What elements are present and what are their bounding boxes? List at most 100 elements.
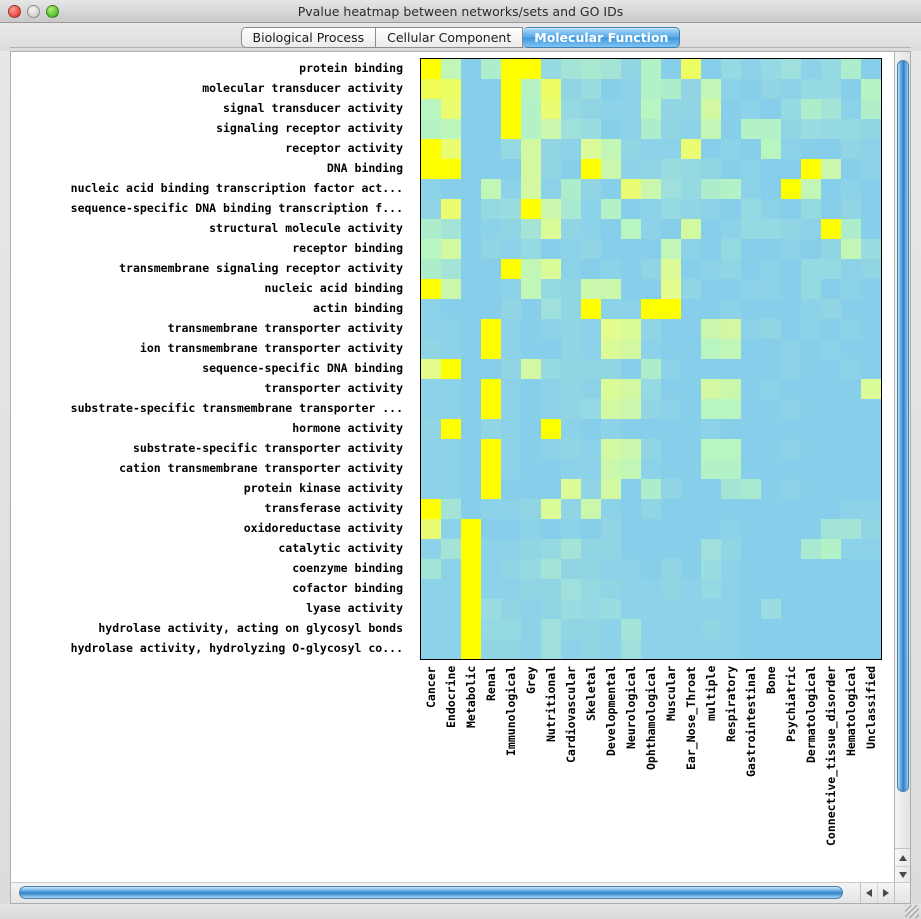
heatmap-cell[interactable] bbox=[741, 119, 761, 139]
heatmap-cell[interactable] bbox=[481, 339, 501, 359]
zoom-button[interactable] bbox=[46, 4, 59, 18]
heatmap-cell[interactable] bbox=[441, 159, 461, 179]
heatmap-cell[interactable] bbox=[681, 439, 701, 459]
heatmap-cell[interactable] bbox=[621, 579, 641, 599]
heatmap-cell[interactable] bbox=[601, 479, 621, 499]
heatmap-cell[interactable] bbox=[661, 119, 681, 139]
heatmap-cell[interactable] bbox=[521, 419, 541, 439]
heatmap-cell[interactable] bbox=[501, 559, 521, 579]
heatmap-cell[interactable] bbox=[461, 419, 481, 439]
heatmap-cell[interactable] bbox=[621, 99, 641, 119]
heatmap-cell[interactable] bbox=[621, 239, 641, 259]
heatmap-cell[interactable] bbox=[801, 119, 821, 139]
heatmap-cell[interactable] bbox=[541, 499, 561, 519]
heatmap-cell[interactable] bbox=[421, 519, 441, 539]
heatmap-cell[interactable] bbox=[561, 219, 581, 239]
heatmap-cell[interactable] bbox=[821, 339, 841, 359]
heatmap-cell[interactable] bbox=[681, 379, 701, 399]
heatmap-cell[interactable] bbox=[741, 319, 761, 339]
heatmap-cell[interactable] bbox=[521, 519, 541, 539]
heatmap-cell[interactable] bbox=[681, 559, 701, 579]
heatmap-cell[interactable] bbox=[641, 559, 661, 579]
heatmap-cell[interactable] bbox=[461, 159, 481, 179]
heatmap-cell[interactable] bbox=[621, 539, 641, 559]
heatmap-cell[interactable] bbox=[801, 319, 821, 339]
heatmap-cell[interactable] bbox=[661, 619, 681, 639]
heatmap-cell[interactable] bbox=[821, 639, 841, 659]
heatmap-cell[interactable] bbox=[721, 199, 741, 219]
heatmap-cell[interactable] bbox=[681, 239, 701, 259]
heatmap-cell[interactable] bbox=[521, 219, 541, 239]
heatmap-cell[interactable] bbox=[821, 399, 841, 419]
heatmap-cell[interactable] bbox=[541, 459, 561, 479]
heatmap-cell[interactable] bbox=[821, 199, 841, 219]
heatmap-cell[interactable] bbox=[841, 519, 861, 539]
heatmap-cell[interactable] bbox=[581, 639, 601, 659]
heatmap-viewport[interactable]: protein binding molecular transducer acti… bbox=[11, 52, 894, 882]
heatmap-cell[interactable] bbox=[741, 219, 761, 239]
heatmap-cell[interactable] bbox=[461, 339, 481, 359]
heatmap-cell[interactable] bbox=[721, 239, 741, 259]
heatmap-cell[interactable] bbox=[581, 379, 601, 399]
heatmap-cell[interactable] bbox=[701, 159, 721, 179]
heatmap-cell[interactable] bbox=[601, 159, 621, 179]
heatmap-cell[interactable] bbox=[801, 399, 821, 419]
heatmap-cell[interactable] bbox=[861, 539, 881, 559]
heatmap-cell[interactable] bbox=[441, 359, 461, 379]
heatmap-cell[interactable] bbox=[841, 399, 861, 419]
heatmap-cell[interactable] bbox=[521, 139, 541, 159]
horizontal-scrollbar[interactable] bbox=[10, 882, 911, 904]
heatmap-cell[interactable] bbox=[521, 639, 541, 659]
close-button[interactable] bbox=[8, 4, 21, 18]
heatmap-cell[interactable] bbox=[841, 79, 861, 99]
heatmap-cell[interactable] bbox=[601, 519, 621, 539]
heatmap-cell[interactable] bbox=[761, 159, 781, 179]
heatmap-cell[interactable] bbox=[621, 319, 641, 339]
heatmap-cell[interactable] bbox=[841, 139, 861, 159]
heatmap-cell[interactable] bbox=[681, 99, 701, 119]
heatmap-cell[interactable] bbox=[801, 419, 821, 439]
heatmap-cell[interactable] bbox=[721, 459, 741, 479]
heatmap-cell[interactable] bbox=[841, 499, 861, 519]
heatmap-cell[interactable] bbox=[581, 499, 601, 519]
heatmap-cell[interactable] bbox=[601, 259, 621, 279]
heatmap-cell[interactable] bbox=[621, 119, 641, 139]
heatmap-cell[interactable] bbox=[601, 639, 621, 659]
heatmap-cell[interactable] bbox=[701, 519, 721, 539]
heatmap-cell[interactable] bbox=[781, 599, 801, 619]
heatmap-cell[interactable] bbox=[521, 279, 541, 299]
heatmap-cell[interactable] bbox=[641, 99, 661, 119]
heatmap-cell[interactable] bbox=[461, 559, 481, 579]
heatmap-cell[interactable] bbox=[761, 179, 781, 199]
heatmap-cell[interactable] bbox=[701, 539, 721, 559]
heatmap-cell[interactable] bbox=[781, 359, 801, 379]
heatmap-cell[interactable] bbox=[541, 279, 561, 299]
heatmap-cell[interactable] bbox=[761, 439, 781, 459]
heatmap-cell[interactable] bbox=[621, 139, 641, 159]
heatmap-cell[interactable] bbox=[781, 99, 801, 119]
heatmap-cell[interactable] bbox=[621, 199, 641, 219]
heatmap-cell[interactable] bbox=[461, 239, 481, 259]
heatmap-cell[interactable] bbox=[461, 299, 481, 319]
heatmap-cell[interactable] bbox=[501, 279, 521, 299]
heatmap-cell[interactable] bbox=[421, 499, 441, 519]
heatmap-cell[interactable] bbox=[821, 239, 841, 259]
heatmap-cell[interactable] bbox=[461, 59, 481, 79]
heatmap-cell[interactable] bbox=[581, 619, 601, 639]
heatmap-cell[interactable] bbox=[581, 439, 601, 459]
heatmap-cell[interactable] bbox=[701, 239, 721, 259]
heatmap-cell[interactable] bbox=[841, 359, 861, 379]
heatmap-cell[interactable] bbox=[481, 359, 501, 379]
heatmap-cell[interactable] bbox=[761, 239, 781, 259]
heatmap-cell[interactable] bbox=[421, 399, 441, 419]
heatmap-cell[interactable] bbox=[801, 79, 821, 99]
heatmap-cell[interactable] bbox=[501, 639, 521, 659]
heatmap-cell[interactable] bbox=[501, 439, 521, 459]
heatmap-cell[interactable] bbox=[501, 599, 521, 619]
heatmap-cell[interactable] bbox=[681, 419, 701, 439]
heatmap-cell[interactable] bbox=[481, 219, 501, 239]
heatmap-cell[interactable] bbox=[541, 299, 561, 319]
heatmap-cell[interactable] bbox=[801, 559, 821, 579]
heatmap-cell[interactable] bbox=[761, 359, 781, 379]
heatmap-cell[interactable] bbox=[581, 259, 601, 279]
